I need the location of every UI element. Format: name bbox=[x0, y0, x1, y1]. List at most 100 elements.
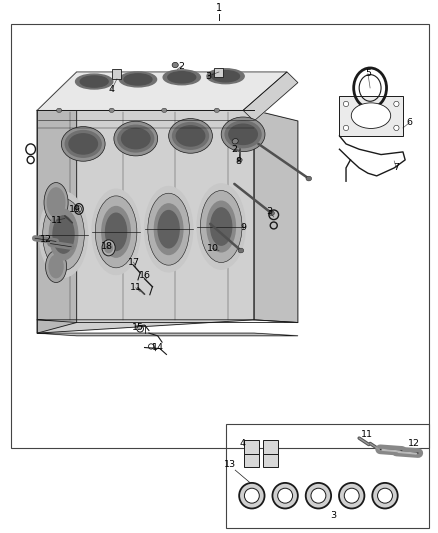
Ellipse shape bbox=[49, 209, 78, 260]
Ellipse shape bbox=[76, 74, 113, 89]
Text: 4: 4 bbox=[109, 85, 115, 94]
Ellipse shape bbox=[306, 483, 331, 508]
Ellipse shape bbox=[311, 488, 326, 503]
Ellipse shape bbox=[92, 189, 140, 274]
Ellipse shape bbox=[61, 127, 105, 161]
Ellipse shape bbox=[95, 196, 137, 268]
Text: 12: 12 bbox=[408, 439, 420, 448]
Ellipse shape bbox=[269, 211, 274, 216]
Polygon shape bbox=[243, 72, 298, 121]
Ellipse shape bbox=[394, 101, 399, 107]
Text: 7: 7 bbox=[393, 164, 399, 172]
Ellipse shape bbox=[221, 117, 265, 152]
Text: 2: 2 bbox=[231, 145, 237, 154]
Ellipse shape bbox=[106, 213, 127, 251]
Ellipse shape bbox=[121, 128, 150, 149]
Ellipse shape bbox=[44, 182, 68, 223]
Ellipse shape bbox=[214, 108, 219, 112]
Ellipse shape bbox=[114, 122, 158, 156]
Text: 6: 6 bbox=[406, 118, 413, 127]
Ellipse shape bbox=[200, 191, 242, 263]
Polygon shape bbox=[254, 110, 298, 322]
Text: 12: 12 bbox=[40, 235, 52, 244]
Text: 11: 11 bbox=[361, 430, 373, 439]
Ellipse shape bbox=[145, 187, 193, 272]
Text: 8: 8 bbox=[236, 157, 242, 166]
Ellipse shape bbox=[53, 216, 74, 253]
Bar bbox=[339, 96, 403, 136]
Ellipse shape bbox=[119, 72, 157, 87]
Bar bbox=[112, 69, 121, 79]
Text: 10: 10 bbox=[206, 244, 219, 253]
Ellipse shape bbox=[154, 204, 183, 255]
Ellipse shape bbox=[237, 158, 242, 162]
Ellipse shape bbox=[244, 488, 259, 503]
Bar bbox=[263, 440, 278, 454]
Ellipse shape bbox=[238, 248, 244, 253]
Text: 3: 3 bbox=[266, 207, 272, 216]
Ellipse shape bbox=[339, 483, 364, 508]
Text: 3: 3 bbox=[331, 512, 337, 520]
Bar bbox=[214, 68, 223, 77]
Ellipse shape bbox=[176, 126, 205, 146]
Ellipse shape bbox=[105, 243, 113, 253]
Ellipse shape bbox=[118, 125, 154, 152]
Ellipse shape bbox=[57, 108, 62, 112]
Ellipse shape bbox=[239, 483, 265, 508]
Text: 5: 5 bbox=[365, 69, 371, 78]
Text: 17: 17 bbox=[127, 258, 140, 266]
Ellipse shape bbox=[306, 176, 311, 181]
Ellipse shape bbox=[212, 70, 240, 82]
Ellipse shape bbox=[163, 70, 200, 85]
Ellipse shape bbox=[344, 488, 359, 503]
Ellipse shape bbox=[148, 193, 189, 265]
Text: 15: 15 bbox=[132, 324, 144, 332]
Text: 11: 11 bbox=[51, 216, 63, 224]
Ellipse shape bbox=[162, 108, 167, 112]
Ellipse shape bbox=[169, 119, 212, 154]
Text: 3: 3 bbox=[205, 72, 211, 80]
Ellipse shape bbox=[39, 192, 88, 277]
Text: 11: 11 bbox=[130, 284, 142, 292]
Bar bbox=[11, 24, 429, 448]
Ellipse shape bbox=[109, 108, 114, 112]
Ellipse shape bbox=[158, 211, 179, 248]
Ellipse shape bbox=[372, 483, 398, 508]
Ellipse shape bbox=[65, 131, 101, 157]
Ellipse shape bbox=[278, 488, 293, 503]
Ellipse shape bbox=[351, 103, 391, 128]
Polygon shape bbox=[37, 110, 254, 333]
Polygon shape bbox=[37, 72, 287, 110]
Ellipse shape bbox=[69, 134, 97, 154]
Ellipse shape bbox=[378, 488, 392, 503]
Text: 14: 14 bbox=[152, 343, 164, 352]
Bar bbox=[244, 440, 259, 454]
Ellipse shape bbox=[197, 184, 245, 269]
Ellipse shape bbox=[225, 121, 261, 148]
Ellipse shape bbox=[173, 123, 208, 149]
Text: 1: 1 bbox=[216, 3, 222, 13]
Ellipse shape bbox=[207, 69, 244, 84]
Ellipse shape bbox=[172, 62, 178, 68]
Ellipse shape bbox=[343, 101, 349, 107]
Text: 13: 13 bbox=[224, 461, 236, 469]
Ellipse shape bbox=[394, 125, 399, 131]
Ellipse shape bbox=[168, 72, 196, 83]
Ellipse shape bbox=[343, 125, 349, 131]
Text: 4: 4 bbox=[239, 439, 245, 448]
Text: 19: 19 bbox=[68, 205, 81, 214]
Polygon shape bbox=[37, 333, 298, 336]
Ellipse shape bbox=[46, 251, 67, 282]
Polygon shape bbox=[37, 72, 77, 333]
Text: 9: 9 bbox=[240, 223, 246, 232]
Ellipse shape bbox=[207, 201, 236, 252]
Bar bbox=[226, 424, 429, 528]
Ellipse shape bbox=[42, 198, 84, 271]
Ellipse shape bbox=[229, 124, 258, 144]
Ellipse shape bbox=[49, 255, 63, 278]
Ellipse shape bbox=[47, 188, 65, 217]
Ellipse shape bbox=[102, 207, 131, 257]
Ellipse shape bbox=[211, 208, 232, 245]
Bar bbox=[263, 454, 278, 467]
Ellipse shape bbox=[124, 74, 152, 85]
